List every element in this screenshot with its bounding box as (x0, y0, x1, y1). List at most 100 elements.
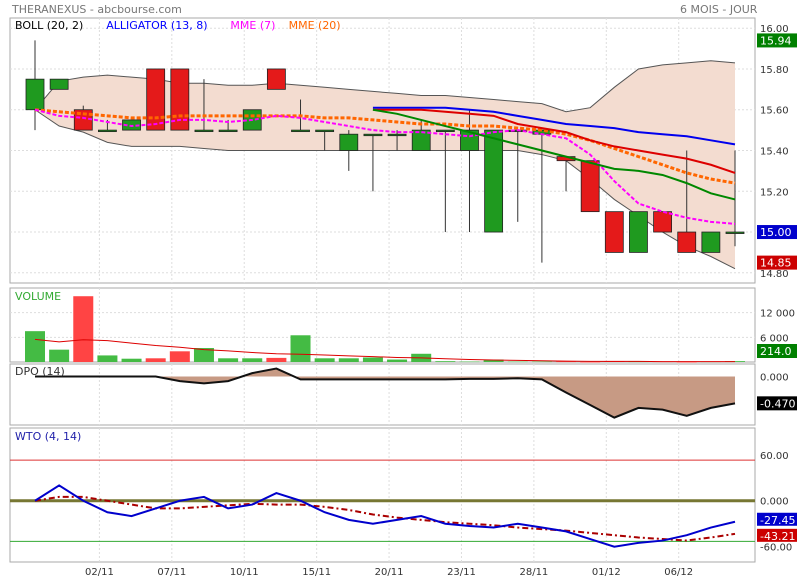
volume-label: VOLUME (15, 290, 61, 303)
volume-bar (435, 361, 456, 362)
wto-axis-label: 0.000 (760, 497, 789, 508)
x-tick-label: 07/11 (157, 567, 186, 578)
volume-bar (73, 296, 94, 362)
candle-up (701, 231, 721, 253)
wto-label: WTO (4, 14) (15, 430, 81, 443)
price-axis-label: 15.20 (760, 187, 789, 198)
price-axis-label: 14.80 (760, 269, 789, 280)
candle-up (629, 211, 648, 253)
period-label: 6 MOIS - JOUR (680, 3, 758, 16)
x-tick-label: 28/11 (519, 567, 548, 578)
candle-up (218, 129, 238, 133)
legend-item: MME (20) (289, 19, 341, 32)
volume-bar (314, 358, 335, 362)
price-axis-label: 15.60 (760, 106, 789, 117)
x-tick-label: 01/12 (592, 567, 621, 578)
volume-bar (266, 357, 287, 362)
dpo-axis-label: 0.000 (760, 373, 789, 384)
candle-up (411, 129, 431, 151)
volume-bar (483, 359, 504, 362)
volume-badge (757, 344, 797, 358)
candle-up (194, 129, 214, 133)
candle-down (653, 211, 672, 233)
price-axis-label: 16.00 (760, 24, 789, 35)
price-badge (757, 225, 797, 240)
price-badge-text: 15.94 (760, 34, 792, 47)
volume-bar (580, 362, 601, 363)
candle-up (122, 119, 141, 131)
dpo-line (35, 367, 736, 419)
alligator-blue-line (372, 106, 736, 146)
bollinger-band-area (35, 60, 735, 269)
volume-bar (97, 355, 118, 362)
x-tick-label: 02/11 (85, 567, 114, 578)
volume-bar (290, 335, 311, 362)
candle-up (725, 231, 745, 234)
wto-signal-line (34, 495, 736, 542)
candle-up (387, 133, 407, 137)
volume-bar (362, 357, 383, 362)
candle-up (98, 129, 117, 133)
wto-axis-label: 60.00 (760, 451, 789, 462)
price-badge (757, 255, 797, 270)
volume-bar (121, 358, 142, 362)
price-badge-text: 14.85 (760, 257, 792, 270)
wto-badge (757, 528, 797, 542)
price-axis-label: 15.40 (760, 147, 789, 158)
legend-item: ALLIGATOR (13, 8) (106, 19, 207, 32)
candle-up (339, 133, 359, 151)
alligator-green-line (372, 108, 736, 201)
x-tick-label: 10/11 (230, 567, 259, 578)
price-badge-text: 15.00 (760, 226, 792, 239)
wto-main-line (34, 484, 736, 548)
price-badge (757, 33, 797, 48)
mme7-line (34, 108, 736, 225)
candle-down (677, 231, 697, 253)
volume-bar (193, 348, 214, 362)
dpo-area (35, 368, 735, 418)
volume-bar (49, 349, 70, 362)
candle-up (484, 129, 504, 233)
x-tick-label: 20/11 (375, 567, 404, 578)
candle-up (25, 78, 45, 111)
bollinger-lower-line (34, 109, 736, 270)
candle-down (580, 160, 600, 213)
candle-down (146, 68, 166, 131)
legend-item: BOLL (20, 2) (15, 19, 83, 32)
chart-title: THERANEXUS - abcbourse.com (12, 3, 182, 16)
wto-axis-label: -60.00 (760, 543, 792, 554)
legend-item: MME (7) (230, 19, 275, 32)
wto-badge-text: -43.21 (760, 530, 795, 543)
candle-up (291, 129, 310, 133)
volume-bar (338, 358, 359, 362)
volume-bar (145, 358, 166, 362)
mme20-line (34, 108, 736, 185)
volume-axis-label: 12 000 (760, 309, 795, 320)
candle-up (435, 129, 455, 133)
volume-axis-label: 6 000 (760, 333, 789, 344)
volume-bar (556, 361, 577, 363)
x-tick-label: 06/12 (664, 567, 693, 578)
panel-frame-vol (9, 287, 756, 363)
volume-bar (169, 351, 190, 362)
price-axis-label: 15.80 (760, 65, 789, 76)
volume-bar (507, 361, 528, 363)
volume-bar (531, 361, 552, 363)
panel-frame-wto (9, 427, 756, 563)
dpo-label: DPO (14) (15, 365, 65, 378)
candle-up (315, 129, 335, 133)
dpo-badge (757, 396, 797, 411)
x-tick-label: 15/11 (302, 567, 331, 578)
volume-bar (387, 359, 408, 362)
wto-badge-text: -27.45 (760, 514, 795, 527)
dpo-badge-text: -0.470 (760, 397, 795, 410)
candle-up (49, 78, 69, 90)
alligator-red-line (372, 108, 736, 174)
volume-bar (25, 331, 45, 362)
volume-ma-line (34, 338, 735, 363)
volume-bar (218, 358, 239, 362)
wto-badge (757, 512, 797, 526)
volume-bar (459, 361, 480, 363)
candle-down (604, 211, 624, 253)
